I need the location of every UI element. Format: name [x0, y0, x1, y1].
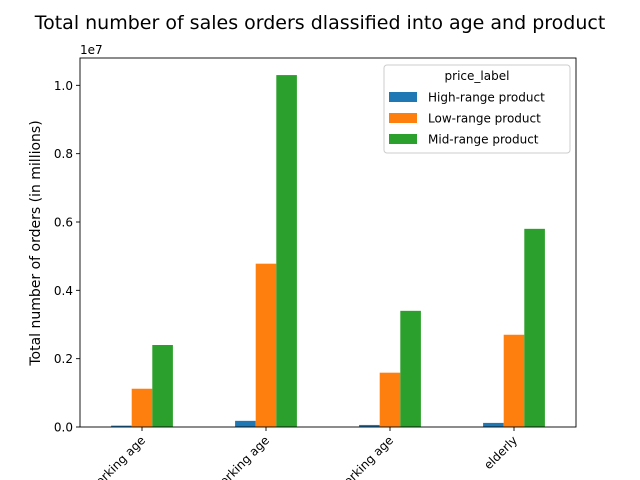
legend-items: High-range product Low-range product Mid-r… — [389, 91, 545, 147]
y-axis-label: Total number of orders (in millions) — [28, 120, 44, 366]
chart-title: Total number of sales orders dlassified … — [34, 12, 606, 34]
bar-mid-range-product-3 — [524, 229, 545, 427]
y-tick-label: 0.2 — [54, 352, 73, 366]
y-axis-multiplier: 1e7 — [80, 43, 103, 57]
x-tick-label: elderly — [481, 433, 520, 472]
x-ticks: young working age middle working age late … — [57, 427, 520, 480]
bar-low-range-product-3 — [504, 335, 525, 427]
x-tick-label: late working age — [315, 433, 396, 480]
legend-title: price_label — [445, 69, 510, 83]
y-tick-label: 0.8 — [54, 147, 73, 161]
y-tick-label: 0.0 — [54, 421, 73, 435]
y-tick-label: 1.0 — [54, 79, 73, 93]
legend-label: Low-range product — [428, 112, 541, 126]
bar-low-range-product-1 — [256, 264, 277, 427]
legend-swatch — [389, 92, 417, 102]
y-ticks: 0.0 0.2 0.4 0.6 0.8 1.0 — [54, 79, 80, 435]
bar-high-range-product-1 — [235, 421, 256, 427]
bar-low-range-product-0 — [132, 389, 153, 427]
legend-swatch — [389, 113, 417, 123]
y-tick-label: 0.6 — [54, 216, 73, 230]
bar-mid-range-product-0 — [152, 345, 173, 427]
legend-swatch — [389, 134, 417, 144]
legend-label: Mid-range product — [428, 133, 539, 147]
legend: price_label High-range product Low-range … — [384, 65, 570, 153]
bar-mid-range-product-1 — [276, 75, 297, 427]
bar-mid-range-product-2 — [400, 311, 421, 427]
legend-label: High-range product — [428, 91, 545, 105]
bar-high-range-product-3 — [483, 423, 504, 427]
x-tick-label: young working age — [57, 433, 148, 480]
y-tick-label: 0.4 — [54, 284, 73, 298]
x-tick-label: middle working age — [178, 433, 272, 480]
bar-low-range-product-2 — [380, 373, 401, 427]
